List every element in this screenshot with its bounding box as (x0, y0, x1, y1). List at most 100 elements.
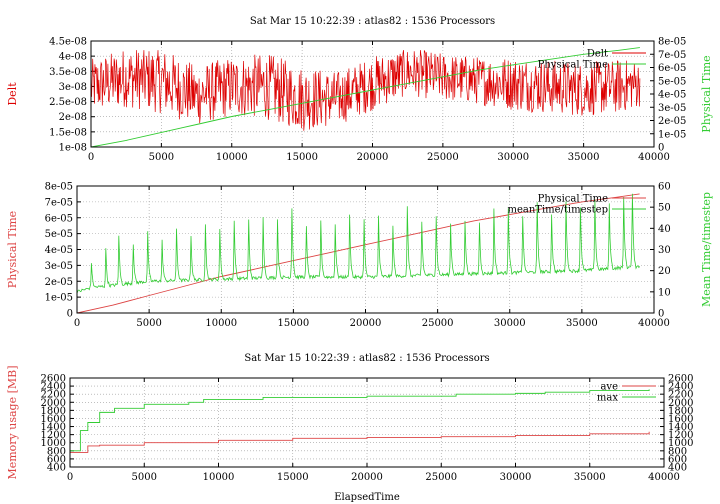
chart-title: Sat Mar 15 10:22:39 : atlas82 : 1536 Pro… (250, 16, 495, 27)
y-tick-label: 2600 (41, 374, 66, 385)
y2-tick-label: 2e-05 (658, 116, 686, 127)
y-tick-label: 3.5e-08 (49, 67, 87, 78)
x-tick-label: 20000 (350, 318, 382, 329)
y-tick-label: 2.5e-08 (49, 97, 87, 108)
x-tick-label: 20000 (357, 152, 389, 163)
y-tick-label: 2400 (41, 382, 66, 393)
x-tick-label: 10000 (205, 318, 237, 329)
y2-tick-label: 600 (668, 454, 687, 465)
y2-tick-label: 5e-05 (658, 76, 686, 87)
x-tick-label: 25000 (422, 318, 454, 329)
legend-label: ave (600, 382, 618, 393)
x-tick-label: 5000 (132, 472, 157, 483)
y-tick-label: 800 (47, 446, 66, 457)
series-line-delt (91, 50, 641, 131)
x-tick-label: 40000 (638, 318, 670, 329)
y2-tick-label: 800 (668, 446, 687, 457)
y2-tick-label: 4e-05 (658, 90, 686, 101)
y2-tick-label: 0 (658, 143, 664, 154)
y-tick-label: 4.5e-08 (49, 37, 87, 48)
plot-area (91, 47, 641, 147)
y2-tick-label: 400 (668, 463, 687, 474)
y-tick-label: 2000 (41, 398, 66, 409)
x-axis-label: ElapsedTime (334, 492, 400, 503)
plot-frame (69, 377, 665, 468)
y-tick-label: 1800 (41, 406, 66, 417)
legend-label: meanTime/timestep (507, 205, 608, 216)
x-tick-label: 25000 (425, 472, 457, 483)
x-tick-label: 30000 (494, 318, 526, 329)
y2-tick-label: 2000 (668, 398, 693, 409)
x-tick-label: 0 (88, 152, 94, 163)
series-line-physical-time (77, 193, 640, 313)
x-tick-label: 0 (67, 472, 73, 483)
y2-tick-label: 30 (658, 245, 671, 256)
y2-tick-label: 1000 (668, 438, 693, 449)
legend-label: Delt (587, 49, 608, 60)
legend-label: Physical Time (538, 60, 608, 71)
y2-tick-label: 1200 (668, 430, 693, 441)
series-line-ave (70, 431, 650, 453)
y-tick-label: 5e-05 (45, 229, 73, 240)
series-line-physical-time (91, 47, 640, 147)
y2-axis-label: Mean Time/timestep (700, 192, 713, 307)
x-tick-label: 0 (74, 318, 80, 329)
y2-tick-label: 1400 (668, 422, 693, 433)
y-tick-label: 7e-05 (45, 197, 73, 208)
x-tick-label: 10000 (203, 472, 235, 483)
series-line-max (70, 389, 650, 452)
plot-frame (76, 185, 655, 314)
y-tick-label: 3e-05 (45, 261, 73, 272)
x-tick-label: 20000 (351, 472, 383, 483)
y2-tick-label: 8e-05 (658, 37, 686, 48)
plot-area (77, 193, 640, 313)
y-axis-label: Delt (6, 82, 19, 106)
y-tick-label: 600 (47, 454, 66, 465)
y-tick-label: 1e-05 (45, 293, 73, 304)
x-tick-label: 10000 (216, 152, 248, 163)
x-tick-label: 5000 (149, 152, 174, 163)
y-tick-label: 1400 (41, 422, 66, 433)
y-tick-label: 1000 (41, 438, 66, 449)
y-tick-label: 2200 (41, 390, 66, 401)
y-tick-label: 1.5e-08 (49, 127, 87, 138)
legend-label: Physical Time (538, 194, 608, 205)
x-tick-label: 30000 (500, 472, 532, 483)
y2-tick-label: 40 (658, 224, 671, 235)
x-tick-label: 5000 (136, 318, 161, 329)
y2-tick-label: 0 (658, 309, 664, 320)
y2-tick-label: 2400 (668, 382, 693, 393)
chart-panel-2: 0 5000 10000 15000 20000 25000 30000 35000 40000… (6, 182, 713, 330)
x-tick-label: 15000 (277, 318, 309, 329)
y-tick-label: 1600 (41, 414, 66, 425)
y2-tick-label: 50 (658, 203, 671, 214)
x-tick-label: 35000 (566, 318, 598, 329)
x-tick-label: 25000 (427, 152, 459, 163)
y-tick-label: 3e-08 (59, 82, 87, 93)
x-tick-label: 15000 (286, 152, 318, 163)
y-tick-label: 1200 (41, 430, 66, 441)
y2-tick-label: 60 (658, 182, 671, 193)
y-tick-label: 2e-08 (59, 112, 87, 123)
chart-panel-1: 0 5000 10000 15000 20000 25000 30000 35000 40000… (6, 16, 713, 163)
x-tick-label: 40000 (648, 472, 680, 483)
chart-title: Sat Mar 15 10:22:39 : atlas82 : 1536 Pro… (244, 353, 489, 364)
x-tick-label: 40000 (638, 152, 670, 163)
y-tick-label: 2e-05 (45, 277, 73, 288)
x-tick-label: 35000 (568, 152, 600, 163)
y2-tick-label: 6e-05 (658, 63, 686, 74)
y-tick-label: 400 (47, 463, 66, 474)
y2-axis-label: Physical Time (700, 55, 713, 132)
y-tick-label: 4e-08 (59, 52, 87, 63)
y2-tick-label: 1800 (668, 406, 693, 417)
y2-tick-label: 2200 (668, 390, 693, 401)
x-tick-label: 15000 (277, 472, 309, 483)
y2-tick-label: 2600 (668, 374, 693, 385)
legend-label: max (597, 393, 618, 404)
plot-frame (90, 40, 655, 148)
chart-panel-3: 0 5000 10000 15000 20000 25000 30000 35000 40000… (6, 353, 693, 503)
y2-tick-label: 7e-05 (658, 50, 686, 61)
y-tick-label: 4e-05 (45, 245, 73, 256)
